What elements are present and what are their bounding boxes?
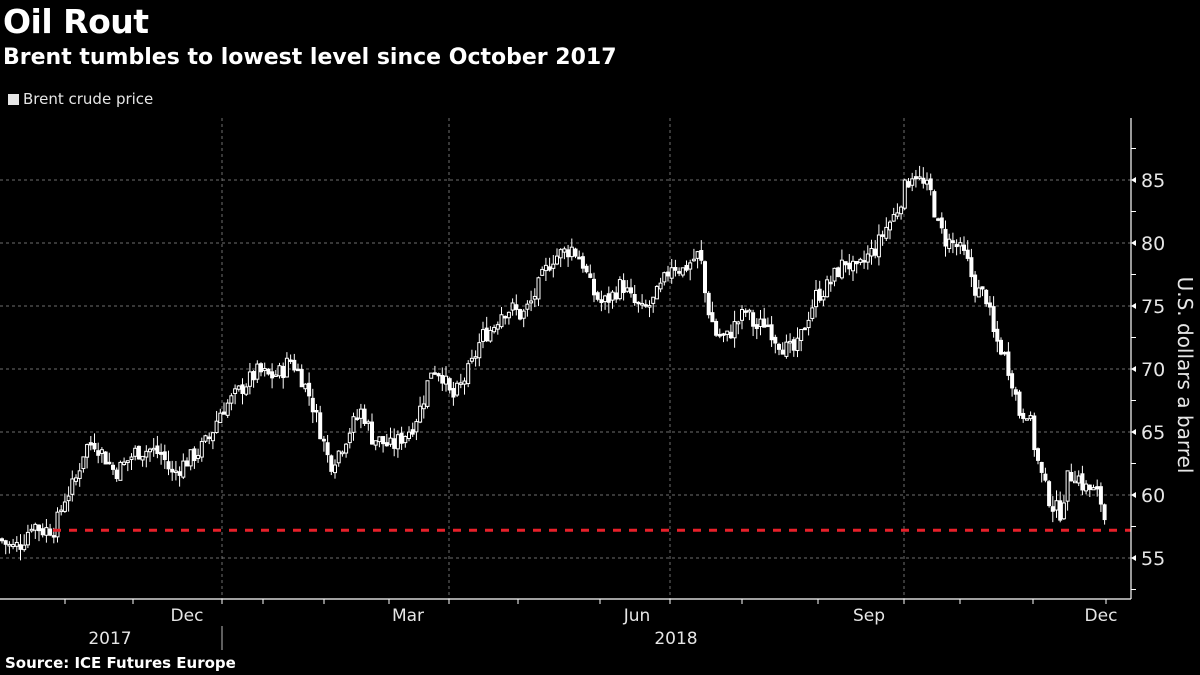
- svg-text:70: 70: [1141, 359, 1165, 381]
- svg-text:2017: 2017: [88, 629, 131, 649]
- svg-text:Jun: Jun: [623, 606, 651, 626]
- legend-swatch-icon: [8, 93, 19, 105]
- svg-text:Sep: Sep: [853, 606, 885, 626]
- legend: Brent crude price: [8, 90, 153, 108]
- axes: 55 60 65 70 75 80 85 Dec Mar Jun Sep Dec 2017 2018 U.S…: [0, 118, 1197, 650]
- svg-text:2018: 2018: [654, 629, 697, 649]
- svg-text:65: 65: [1141, 422, 1165, 444]
- svg-text:U.S. dollars a barrel: U.S. dollars a barrel: [1173, 277, 1197, 474]
- chart-title: Oil Rout: [3, 2, 149, 41]
- svg-text:80: 80: [1141, 233, 1165, 255]
- svg-text:Dec: Dec: [1085, 606, 1118, 626]
- legend-label: Brent crude price: [23, 90, 154, 108]
- svg-text:Dec: Dec: [171, 606, 204, 626]
- svg-text:85: 85: [1141, 170, 1165, 192]
- gridlines: [0, 118, 1131, 599]
- svg-text:55: 55: [1141, 548, 1165, 570]
- svg-text:75: 75: [1141, 296, 1165, 318]
- candles: [0, 165, 1107, 561]
- svg-text:60: 60: [1141, 485, 1165, 507]
- source-note: Source: ICE Futures Europe: [5, 654, 236, 672]
- chart-subtitle: Brent tumbles to lowest level since Octo…: [3, 45, 617, 70]
- svg-text:Mar: Mar: [392, 606, 424, 626]
